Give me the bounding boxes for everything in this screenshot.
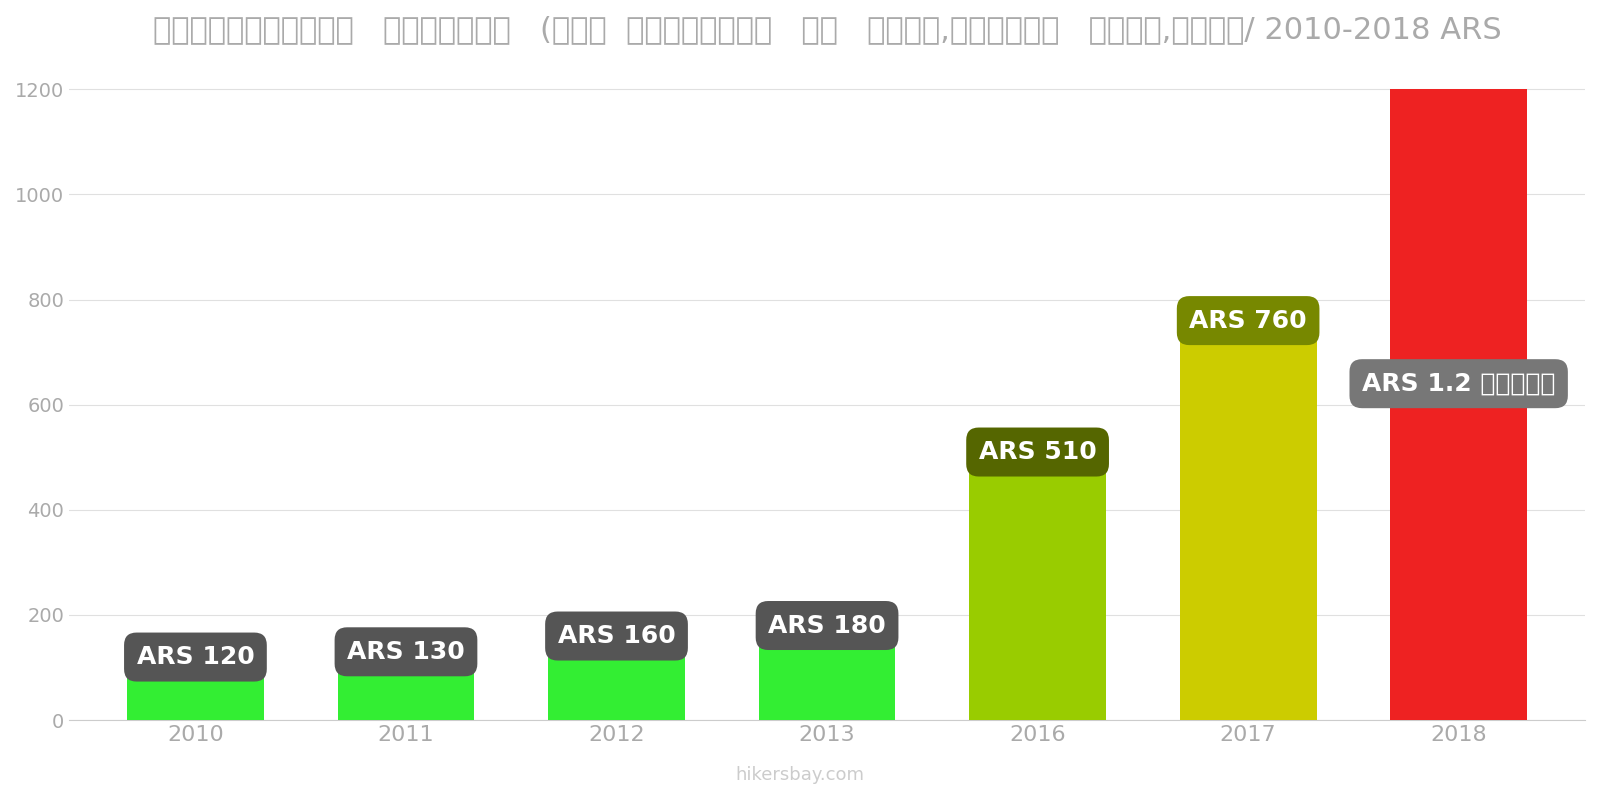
Bar bbox=[126, 657, 264, 720]
Text: ARS 130: ARS 130 bbox=[347, 640, 466, 664]
Bar bbox=[549, 636, 685, 720]
Text: hikersbay.com: hikersbay.com bbox=[736, 766, 864, 784]
Text: ARS 510: ARS 510 bbox=[979, 440, 1096, 464]
Text: ARS 180: ARS 180 bbox=[768, 614, 886, 638]
Text: ARS 120: ARS 120 bbox=[136, 645, 254, 669]
Text: ARS 760: ARS 760 bbox=[1189, 309, 1307, 333]
Text: ARS 160: ARS 160 bbox=[558, 624, 675, 648]
Bar bbox=[338, 652, 475, 720]
Bar bbox=[758, 626, 896, 720]
Title: अर्जेण्टीना   इंटरनेट   (१००  एमबीपीएस   या   अधिक,असीमित   डेटा,केबल/ 2010-2018: अर्जेण्टीना इंटरनेट (१०० एमबीपीएस या अधि… bbox=[152, 15, 1501, 44]
Text: ARS 1.2 हज़ार: ARS 1.2 हज़ार bbox=[1362, 372, 1555, 396]
Bar bbox=[970, 452, 1106, 720]
Bar bbox=[1390, 90, 1526, 720]
Bar bbox=[1179, 321, 1317, 720]
